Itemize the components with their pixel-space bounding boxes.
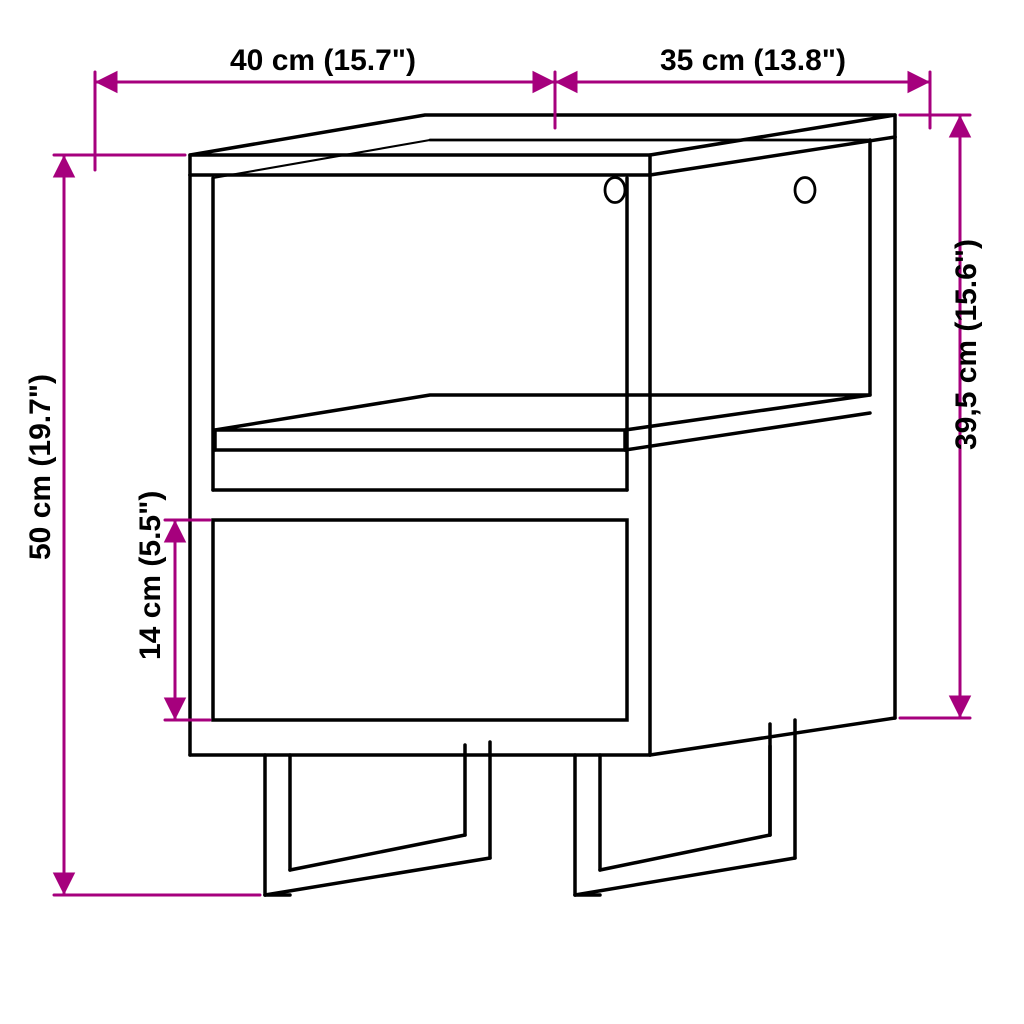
nightstand-outline	[190, 115, 895, 895]
dimensions.width.label: 40 cm (15.7")	[230, 44, 416, 77]
dimensions.height.label: 50 cm (19.7")	[24, 374, 57, 560]
dimension-labels: 40 cm (15.7") 35 cm (13.8") 50 cm (19.7") 3…	[24, 44, 983, 660]
dimensions.body_h.label: 39,5 cm (15.6")	[950, 239, 983, 450]
furniture-dimension-diagram: 40 cm (15.7") 35 cm (13.8") 50 cm (19.7") 3…	[0, 0, 1024, 1024]
dimensions.depth.label: 35 cm (13.8")	[660, 44, 846, 77]
dimensions.drawer_h.label: 14 cm (5.5")	[134, 491, 167, 660]
